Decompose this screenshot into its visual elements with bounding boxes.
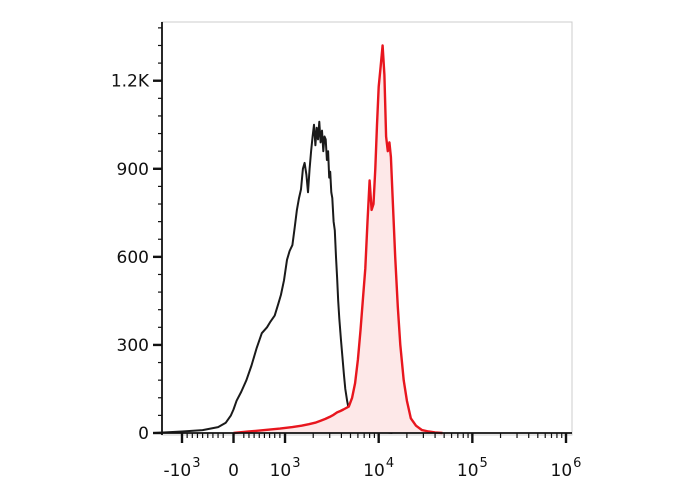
y-tick-label: 1.2K <box>111 72 150 92</box>
x-tick-label: 104 <box>363 456 394 481</box>
y-tick-label: 300 <box>117 336 149 356</box>
series-1-line <box>233 44 443 435</box>
x-tick-label: 106 <box>551 456 582 481</box>
x-tick-label: 103 <box>270 456 301 481</box>
y-tick-label: 900 <box>117 160 149 180</box>
series-layer <box>153 44 443 435</box>
series-1-fill <box>233 45 443 433</box>
series-0-line <box>153 120 393 434</box>
x-tick-label: -103 <box>163 456 200 481</box>
y-tick-label: 600 <box>117 248 149 268</box>
x-tick-label: 105 <box>457 456 488 481</box>
tick-label-layer: -103 0 103 104 105 106 0 300 600 900 1.2K <box>111 72 582 481</box>
y-tick-label: 0 <box>138 424 149 444</box>
axes-layer <box>153 22 572 443</box>
x-tick-label: 0 <box>228 461 239 481</box>
